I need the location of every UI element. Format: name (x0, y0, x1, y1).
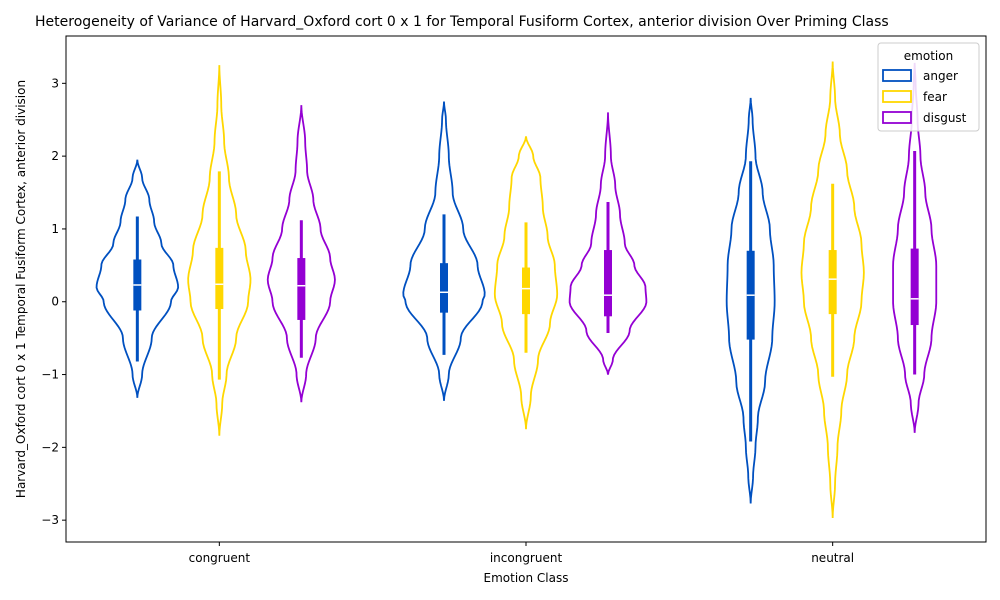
x-axis-label: Emotion Class (484, 571, 569, 585)
violin-fear-neutral (800, 61, 865, 518)
y-tick-label: 1 (51, 222, 59, 236)
y-tick-label: 3 (51, 76, 59, 90)
y-axis-label: Harvard_Oxford cort 0 x 1 Temporal Fusif… (14, 80, 28, 498)
violin-fear-congruent (187, 65, 252, 436)
legend-title: emotion (904, 49, 953, 63)
plot-layer (95, 61, 938, 518)
legend-swatch-fear (882, 90, 912, 103)
iqr-box-fear-incongruent (522, 267, 530, 315)
violin-anger-incongruent (402, 101, 486, 401)
violin-anger-congruent (95, 159, 180, 398)
y-tick-label: −1 (41, 368, 59, 382)
iqr-box-fear-neutral (828, 250, 837, 315)
violin-anger-neutral (725, 97, 776, 504)
legend-swatch-anger (882, 69, 912, 82)
iqr-box-disgust-neutral (910, 248, 919, 326)
x-tick-label-incongruent: incongruent (490, 551, 563, 565)
iqr-box-anger-incongruent (440, 263, 448, 313)
chart-title: Heterogeneity of Variance of Harvard_Oxf… (35, 14, 889, 30)
y-tick-label: −3 (41, 513, 59, 527)
legend-items: anger fear disgust (882, 69, 967, 125)
violin-disgust-congruent (266, 105, 336, 403)
legend-box (877, 42, 980, 132)
legend-label-anger: anger (923, 69, 958, 83)
violin-fear-incongruent (493, 136, 559, 430)
iqr-box-disgust-incongruent (604, 250, 612, 317)
x-tick-label-congruent: congruent (189, 551, 251, 565)
legend-label-fear: fear (923, 90, 947, 104)
violin-disgust-incongruent (568, 112, 648, 375)
legend: emotion anger fear disgust (877, 42, 980, 132)
y-tick-label: 2 (51, 149, 59, 163)
legend-label-disgust: disgust (923, 111, 967, 125)
iqr-box-disgust-congruent (297, 258, 306, 320)
y-tick-label: 0 (51, 295, 59, 309)
legend-swatch-disgust (882, 111, 912, 124)
y-tick-label: −2 (41, 440, 59, 454)
iqr-box-fear-congruent (215, 247, 224, 310)
x-tick-label-neutral: neutral (811, 551, 854, 565)
axes-layer: −3 −2 −1 0 1 2 3 congruent incongruent neutral (41, 35, 987, 565)
